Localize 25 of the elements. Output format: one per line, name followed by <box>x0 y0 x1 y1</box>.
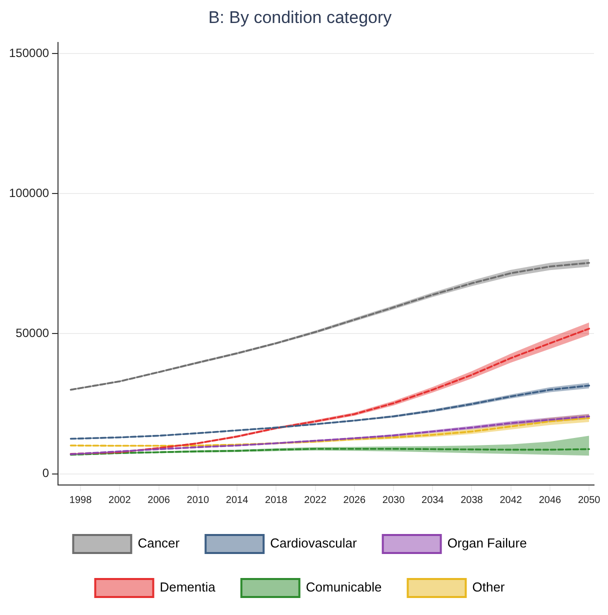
x-tick-label: 2042 <box>500 494 522 506</box>
x-tick-label: 2050 <box>578 494 601 506</box>
chart-title: B: By condition category <box>208 8 392 27</box>
x-tick-label: 2002 <box>108 494 132 506</box>
x-tick-label: 2038 <box>460 494 484 506</box>
legend-label: Cancer <box>138 536 180 551</box>
legend-label: Comunicable <box>306 580 382 595</box>
x-tick-label: 2030 <box>382 494 406 506</box>
legend-label: Cardiovascular <box>270 536 358 551</box>
x-tick-label: 2034 <box>422 494 444 506</box>
x-tick-label: 2022 <box>304 494 327 506</box>
y-tick-label: 0 <box>42 466 50 480</box>
x-tick-label: 2018 <box>265 494 288 506</box>
x-tick-label: 2006 <box>148 494 170 506</box>
x-tick-label: 2026 <box>343 494 366 506</box>
x-tick-label: 2010 <box>186 494 210 506</box>
x-tick-label: 1998 <box>69 494 92 506</box>
x-tick-label: 2046 <box>538 494 562 506</box>
y-tick-label: 150000 <box>8 46 50 60</box>
legend-label: Organ Failure <box>447 536 527 551</box>
legend-label: Other <box>472 580 506 595</box>
x-tick-label: 2014 <box>226 494 249 506</box>
y-tick-label: 50000 <box>16 326 50 340</box>
legend-label: Dementia <box>160 580 216 595</box>
y-tick-label: 100000 <box>8 186 50 200</box>
